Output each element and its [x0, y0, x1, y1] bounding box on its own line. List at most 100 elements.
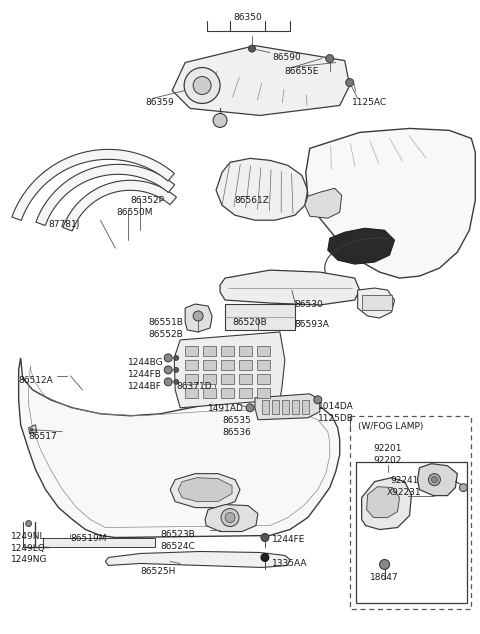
Polygon shape: [174, 332, 285, 408]
Text: 86519M: 86519M: [71, 534, 107, 543]
Circle shape: [429, 474, 441, 486]
Polygon shape: [178, 477, 232, 501]
Bar: [185, 346, 198, 356]
Polygon shape: [367, 487, 399, 517]
Bar: [239, 374, 252, 384]
Bar: [239, 360, 252, 370]
Text: 86524C: 86524C: [160, 541, 195, 550]
Polygon shape: [63, 180, 177, 231]
Polygon shape: [220, 270, 360, 305]
Polygon shape: [358, 288, 395, 318]
Bar: [262, 400, 269, 414]
Polygon shape: [36, 164, 175, 226]
Bar: [203, 346, 216, 356]
Circle shape: [314, 396, 322, 404]
Text: 1249NL: 1249NL: [11, 531, 45, 541]
Text: 1244BF: 1244BF: [128, 382, 162, 391]
Bar: [203, 388, 216, 398]
Bar: [356, 462, 468, 604]
Text: 86530: 86530: [295, 300, 324, 309]
Bar: [203, 360, 216, 370]
Bar: [239, 346, 252, 356]
Circle shape: [164, 366, 172, 374]
Circle shape: [25, 521, 32, 527]
Text: 86523B: 86523B: [160, 529, 195, 538]
Bar: [43, 538, 155, 548]
Text: 86593A: 86593A: [295, 320, 330, 329]
Bar: [361, 295, 392, 310]
Text: 1335AA: 1335AA: [272, 559, 307, 569]
Bar: [185, 374, 198, 384]
Polygon shape: [328, 228, 395, 264]
Text: 86517: 86517: [29, 432, 58, 441]
Polygon shape: [216, 158, 308, 220]
Circle shape: [164, 378, 172, 386]
Bar: [292, 400, 299, 414]
Circle shape: [164, 354, 172, 362]
Circle shape: [326, 55, 334, 63]
Text: 86371D: 86371D: [176, 382, 212, 391]
Text: 86512A: 86512A: [19, 376, 53, 385]
Circle shape: [174, 379, 179, 384]
Bar: [225, 304, 295, 330]
Polygon shape: [361, 477, 411, 529]
Text: 86552B: 86552B: [148, 330, 183, 339]
Text: 18647: 18647: [370, 573, 399, 583]
Bar: [272, 400, 279, 414]
Polygon shape: [255, 394, 320, 420]
Text: 1249NG: 1249NG: [11, 555, 47, 564]
Text: 86535: 86535: [222, 416, 251, 425]
Text: 86590: 86590: [272, 53, 300, 61]
Bar: [185, 360, 198, 370]
Polygon shape: [305, 188, 342, 218]
Polygon shape: [172, 46, 350, 115]
Text: 86536: 86536: [222, 428, 251, 437]
Text: 86350: 86350: [234, 13, 263, 22]
Bar: [221, 374, 234, 384]
Bar: [282, 400, 289, 414]
Text: 92241: 92241: [390, 476, 419, 484]
Circle shape: [261, 553, 269, 562]
Polygon shape: [12, 150, 174, 221]
Text: 1244BG: 1244BG: [128, 358, 164, 367]
Text: X92231: X92231: [387, 488, 422, 496]
Circle shape: [174, 367, 179, 372]
Polygon shape: [29, 425, 36, 434]
Circle shape: [432, 477, 437, 482]
Bar: [221, 360, 234, 370]
Circle shape: [246, 404, 254, 412]
Text: 86359: 86359: [145, 98, 174, 108]
Polygon shape: [306, 129, 475, 278]
Text: 86550M: 86550M: [116, 208, 153, 217]
Bar: [185, 388, 198, 398]
Bar: [257, 374, 270, 384]
Polygon shape: [106, 552, 290, 567]
Polygon shape: [418, 463, 457, 496]
Circle shape: [261, 534, 269, 541]
Bar: [239, 388, 252, 398]
Bar: [221, 346, 234, 356]
Circle shape: [30, 428, 33, 431]
Bar: [257, 346, 270, 356]
Circle shape: [249, 45, 255, 52]
Text: 86561Z: 86561Z: [234, 197, 269, 205]
Circle shape: [193, 311, 203, 321]
Bar: [257, 388, 270, 398]
Text: 1125AC: 1125AC: [352, 98, 387, 108]
Text: 86525H: 86525H: [140, 567, 176, 576]
Circle shape: [225, 512, 235, 522]
Circle shape: [380, 559, 390, 569]
Circle shape: [174, 356, 179, 360]
Polygon shape: [185, 304, 212, 332]
Circle shape: [184, 68, 220, 103]
Bar: [350, 416, 471, 609]
Text: 86520B: 86520B: [232, 318, 267, 327]
Text: 1244FE: 1244FE: [272, 534, 305, 543]
Circle shape: [459, 484, 468, 491]
Circle shape: [213, 113, 227, 127]
Text: 86352P: 86352P: [130, 197, 164, 205]
Circle shape: [193, 77, 211, 94]
Circle shape: [221, 508, 239, 527]
Text: 92201: 92201: [373, 444, 402, 453]
Bar: [203, 374, 216, 384]
